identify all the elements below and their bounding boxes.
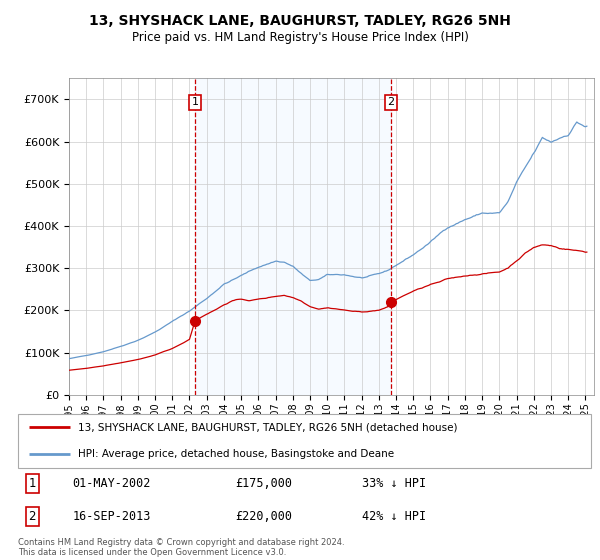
Text: Price paid vs. HM Land Registry's House Price Index (HPI): Price paid vs. HM Land Registry's House … bbox=[131, 31, 469, 44]
Text: 2: 2 bbox=[388, 97, 395, 108]
Text: 33% ↓ HPI: 33% ↓ HPI bbox=[362, 478, 426, 491]
Text: 16-SEP-2013: 16-SEP-2013 bbox=[73, 510, 151, 523]
Text: 2: 2 bbox=[29, 510, 36, 523]
Text: 01-MAY-2002: 01-MAY-2002 bbox=[73, 478, 151, 491]
FancyBboxPatch shape bbox=[18, 414, 591, 468]
Text: 42% ↓ HPI: 42% ↓ HPI bbox=[362, 510, 426, 523]
Text: £220,000: £220,000 bbox=[236, 510, 293, 523]
Text: 13, SHYSHACK LANE, BAUGHURST, TADLEY, RG26 5NH (detached house): 13, SHYSHACK LANE, BAUGHURST, TADLEY, RG… bbox=[78, 422, 458, 432]
Text: 1: 1 bbox=[29, 478, 36, 491]
Text: £175,000: £175,000 bbox=[236, 478, 293, 491]
Text: 13, SHYSHACK LANE, BAUGHURST, TADLEY, RG26 5NH: 13, SHYSHACK LANE, BAUGHURST, TADLEY, RG… bbox=[89, 14, 511, 28]
Text: 1: 1 bbox=[191, 97, 199, 108]
Bar bbox=[195, 78, 391, 395]
Text: Contains HM Land Registry data © Crown copyright and database right 2024.
This d: Contains HM Land Registry data © Crown c… bbox=[18, 538, 344, 557]
Text: HPI: Average price, detached house, Basingstoke and Deane: HPI: Average price, detached house, Basi… bbox=[78, 449, 394, 459]
